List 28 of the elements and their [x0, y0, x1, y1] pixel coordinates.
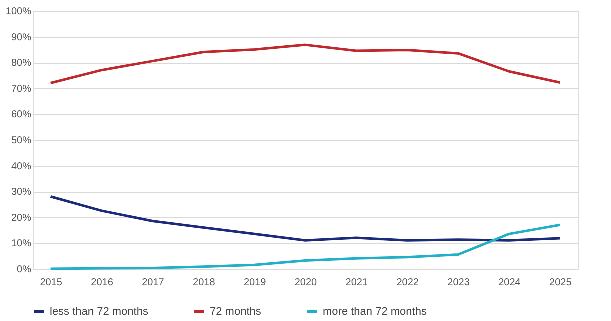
y-tick-label: 30%	[11, 187, 32, 198]
y-tick-label: 80%	[11, 58, 32, 70]
y-tick-label: 60%	[11, 110, 32, 121]
x-tick-label: 2025	[550, 278, 572, 288]
y-tick-label: 20%	[11, 212, 32, 224]
y-tick-label: 70%	[11, 84, 32, 95]
y-tick-label: 50%	[11, 136, 32, 146]
x-tick-label: 2019	[244, 278, 267, 288]
x-tick-label: 2022	[396, 278, 420, 288]
x-tick-label: 2017	[142, 278, 165, 288]
x-tick-label: 2020	[294, 278, 318, 288]
y-tick-label: 100%	[6, 6, 32, 18]
x-tick-label: 2024	[498, 278, 522, 288]
x-tick-label: 2021	[346, 278, 368, 288]
y-tick-label: 0%	[17, 264, 32, 276]
legend-label: more than 72 months	[323, 306, 428, 318]
x-tick-label: 2016	[91, 278, 114, 288]
y-tick-label: 10%	[11, 238, 32, 250]
y-tick-label: 40%	[11, 161, 32, 172]
legend-label: less than 72 months	[50, 306, 149, 318]
x-tick-label: 2018	[193, 278, 216, 288]
line-series	[50, 224, 562, 270]
legend-label: 72 months	[210, 306, 262, 318]
line-series	[50, 196, 562, 242]
y-tick-label: 90%	[11, 32, 32, 44]
line-series	[50, 44, 562, 84]
x-tick-label: 2015	[40, 278, 63, 288]
x-tick-label: 2023	[448, 278, 470, 288]
